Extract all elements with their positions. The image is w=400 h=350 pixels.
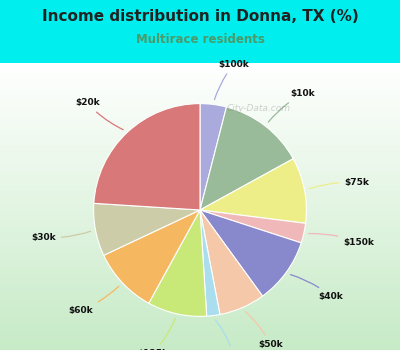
Wedge shape	[104, 210, 200, 303]
Wedge shape	[149, 210, 207, 316]
Text: $100k: $100k	[214, 60, 249, 100]
Wedge shape	[94, 203, 200, 255]
Wedge shape	[200, 104, 226, 210]
Text: $50k: $50k	[245, 312, 283, 349]
Wedge shape	[200, 210, 301, 296]
Wedge shape	[200, 210, 220, 316]
Text: $125k: $125k	[137, 318, 175, 350]
Text: $40k: $40k	[290, 275, 344, 301]
Wedge shape	[94, 104, 200, 210]
Text: $10k: $10k	[268, 90, 315, 122]
Text: $30k: $30k	[31, 231, 91, 242]
Text: City-Data.com: City-Data.com	[226, 104, 290, 113]
Text: $75k: $75k	[309, 178, 369, 189]
Text: Multirace residents: Multirace residents	[136, 33, 264, 46]
Text: $200k: $200k	[215, 320, 249, 350]
Wedge shape	[200, 159, 306, 223]
Text: $150k: $150k	[309, 233, 374, 246]
Wedge shape	[200, 107, 293, 210]
Text: $60k: $60k	[68, 286, 119, 315]
Wedge shape	[200, 210, 262, 315]
Wedge shape	[200, 210, 306, 243]
Text: Income distribution in Donna, TX (%): Income distribution in Donna, TX (%)	[42, 9, 358, 24]
Text: $20k: $20k	[75, 98, 123, 130]
